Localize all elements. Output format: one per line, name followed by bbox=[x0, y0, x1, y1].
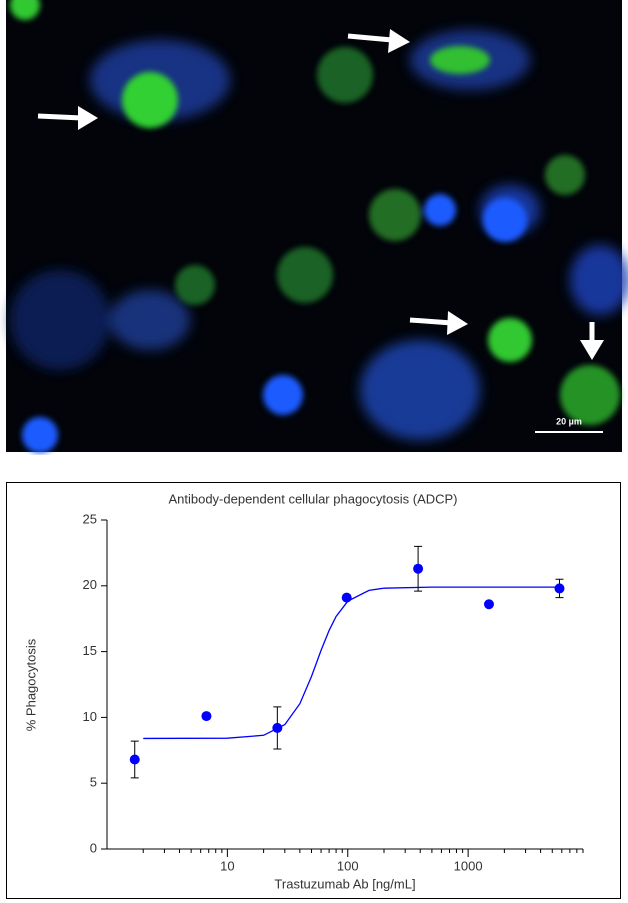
data-point bbox=[201, 711, 212, 722]
chart: Antibody-dependent cellular phagocytosis… bbox=[6, 482, 621, 899]
data-point bbox=[341, 592, 352, 603]
x-tick-label: 10 bbox=[220, 858, 234, 873]
y-tick-label: 10 bbox=[83, 709, 97, 724]
x-tick-label: 100 bbox=[337, 858, 359, 873]
y-tick-label: 20 bbox=[83, 577, 97, 592]
y-axis-label: % Phagocytosis bbox=[23, 638, 38, 731]
y-tick-label: 5 bbox=[90, 775, 97, 790]
y-tick-label: 15 bbox=[83, 643, 97, 658]
y-tick-label: 25 bbox=[83, 511, 97, 526]
microscopy-image: 20 µm bbox=[6, 0, 628, 453]
data-point bbox=[483, 599, 494, 610]
fit-curve bbox=[143, 586, 558, 740]
y-tick-label: 0 bbox=[90, 840, 97, 855]
x-axis-label: Trastuzumab Ab [ng/mL] bbox=[274, 876, 415, 891]
x-tick-label: 1000 bbox=[454, 858, 483, 873]
data-point bbox=[554, 583, 565, 594]
data-point bbox=[129, 754, 140, 765]
scale-bar-label: 20 µm bbox=[556, 416, 582, 426]
chart-title: Antibody-dependent cellular phagocytosis… bbox=[168, 491, 457, 506]
data-point bbox=[413, 563, 424, 574]
